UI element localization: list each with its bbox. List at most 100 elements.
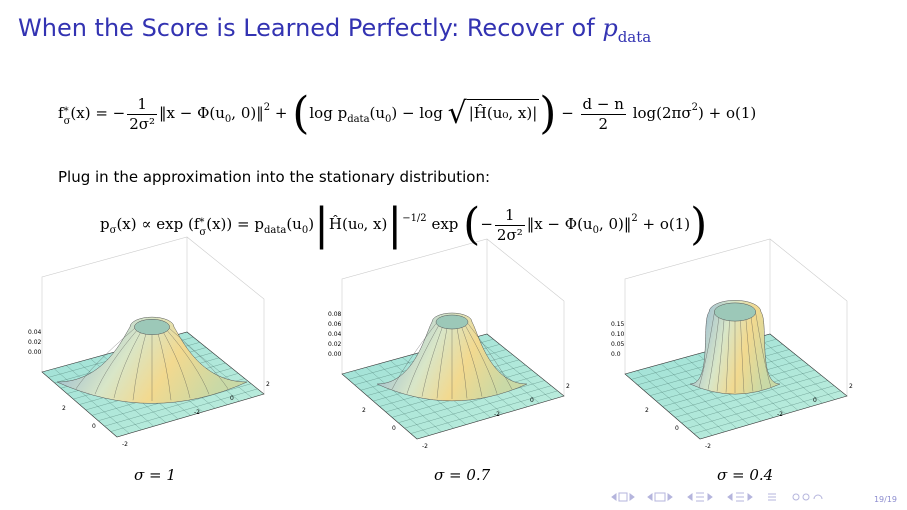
z-tick-label: 0.0 xyxy=(611,351,621,358)
floor-grid xyxy=(410,390,558,434)
math-subscript: data xyxy=(263,225,287,236)
slide-title: When the Score is Learned Perfectly: Rec… xyxy=(18,14,651,46)
y-tick-label: -2 xyxy=(194,409,200,416)
numerator: 1 xyxy=(494,206,525,226)
x-tick-label: 2 xyxy=(62,405,66,412)
y-tick-label: 2 xyxy=(266,381,270,388)
math-superscript: 2 xyxy=(263,102,271,113)
title-math-var: p xyxy=(602,14,618,42)
math-subscript: σ xyxy=(63,116,71,127)
math-text: f xyxy=(58,104,64,122)
surface-mesh xyxy=(750,313,763,390)
nav-next[interactable] xyxy=(667,493,673,501)
nav-next[interactable] xyxy=(629,493,635,501)
floor-grid xyxy=(174,335,252,398)
z-tick-label: 0.08 xyxy=(328,311,342,318)
math-text: − xyxy=(480,215,493,233)
floor-grid xyxy=(474,337,552,400)
z-tick-label: 0.04 xyxy=(328,331,342,338)
z-tick-label: 0.02 xyxy=(28,339,42,346)
crater xyxy=(713,302,757,322)
math-text: , 0)‖ xyxy=(231,104,264,122)
surface-mesh xyxy=(725,312,730,393)
plot-box xyxy=(341,238,565,396)
denominator: 2 xyxy=(598,114,608,133)
nav-prev[interactable] xyxy=(611,493,617,501)
z-tick-label: 0.02 xyxy=(328,341,342,348)
z-tick-label: 0.00 xyxy=(328,351,342,358)
big-delimiter: ( xyxy=(463,199,481,250)
nav-search[interactable] xyxy=(802,493,810,501)
nav-prev[interactable] xyxy=(727,493,733,501)
denominator: 2σ² xyxy=(129,114,156,133)
surface-mesh xyxy=(755,313,772,388)
math-text: ) xyxy=(308,215,315,233)
nav-icons[interactable] xyxy=(608,490,868,504)
math-text: log p xyxy=(309,104,348,122)
math-subscript: 0 xyxy=(224,114,232,125)
nav-section[interactable] xyxy=(696,492,704,502)
math-subsup: * σ xyxy=(64,107,71,127)
nav-back[interactable] xyxy=(792,493,800,501)
y-tick-label: 2 xyxy=(566,383,570,390)
surface-mesh xyxy=(160,327,191,398)
plot-caption: σ = 0.4 xyxy=(717,466,774,484)
y-tick-label: -2 xyxy=(494,411,500,418)
equation: pσ(x) ∝ exp (f * σ (x)) = pdata(u0)|Ĥ(u₀, x… xyxy=(100,203,707,247)
crater xyxy=(134,319,170,335)
x-tick-label: -2 xyxy=(122,441,128,448)
math-subscript: σ xyxy=(109,225,117,236)
math-text: ‖x − Φ(u xyxy=(526,215,593,233)
y-tick-label: 2 xyxy=(849,383,853,390)
math-text: + o(1) xyxy=(637,215,691,233)
nav-next[interactable] xyxy=(707,493,713,501)
floor-grid xyxy=(693,390,841,434)
nav-frame[interactable] xyxy=(618,492,628,502)
sentence: Plug in the approximation into the stati… xyxy=(58,168,491,186)
surface-mesh xyxy=(94,328,139,395)
title-text: When the Score is Learned Perfectly: Rec… xyxy=(18,14,595,42)
surface-mesh xyxy=(707,313,720,390)
surface-mesh xyxy=(716,312,725,392)
z-tick-label: 0.00 xyxy=(28,349,42,356)
x-tick-label: 0 xyxy=(392,425,396,432)
z-tick-label: 0.10 xyxy=(611,331,625,338)
math-subscript: 0 xyxy=(592,225,599,236)
x-tick-label: -2 xyxy=(422,443,428,450)
crater xyxy=(435,314,469,330)
big-delimiter: ) xyxy=(690,199,708,250)
math-superscript: −1/2 xyxy=(402,213,427,224)
math-subsup: * σ xyxy=(199,218,206,238)
big-delimiter: ( xyxy=(292,88,310,139)
surface-mesh xyxy=(459,322,483,397)
big-delimiter: ) xyxy=(539,88,557,139)
nav-prev[interactable] xyxy=(647,493,653,501)
x-tick-label: 2 xyxy=(362,407,366,414)
z-tick-label: 0.06 xyxy=(328,321,342,328)
nav-next[interactable] xyxy=(747,493,753,501)
math-text: log(2πσ xyxy=(627,104,692,122)
nav-prev[interactable] xyxy=(687,493,693,501)
nav-align[interactable] xyxy=(768,493,776,501)
math-subscript: 0 xyxy=(301,225,309,236)
nav-subsection[interactable] xyxy=(654,492,666,502)
plot-caption: σ = 0.7 xyxy=(434,466,491,484)
surface-mesh xyxy=(113,327,144,398)
title-math-sub: data xyxy=(617,27,652,46)
surface-mesh xyxy=(455,322,468,399)
nav-forward[interactable] xyxy=(813,494,823,500)
y-tick-label: 0 xyxy=(230,395,234,402)
surface-mesh xyxy=(75,328,135,389)
nav-doc[interactable] xyxy=(736,492,744,502)
floor-grid xyxy=(757,337,835,400)
z-tick-label: 0.05 xyxy=(611,341,625,348)
math-superscript: * xyxy=(63,106,69,117)
big-delimiter: | xyxy=(387,199,403,250)
math-subscript: σ xyxy=(199,227,207,238)
math-superscript: 2 xyxy=(631,213,638,224)
surface-mesh xyxy=(463,323,498,394)
math-text: (x) ∝ exp (f xyxy=(116,215,200,233)
big-delimiter: | xyxy=(314,199,329,250)
